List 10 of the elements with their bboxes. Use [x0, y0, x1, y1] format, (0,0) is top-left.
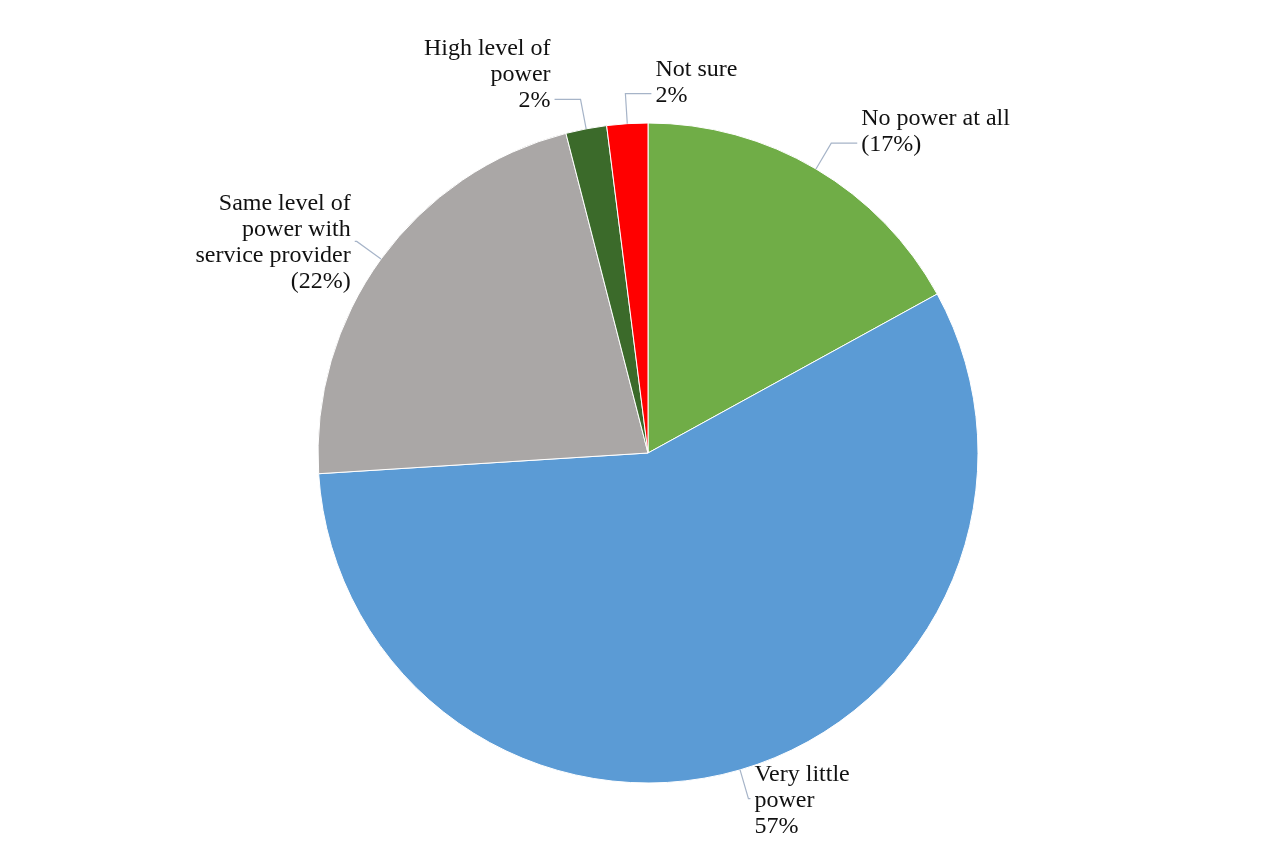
- slice-label: No power at all: [861, 104, 1011, 131]
- slice-label: Same level of power with service provider: [195, 189, 351, 268]
- data-label: 2%: [655, 80, 688, 107]
- data-label: 57%: [754, 811, 799, 838]
- data-label: (22%): [290, 267, 351, 294]
- data-label: 2%: [518, 86, 551, 113]
- slice-label: Not sure: [655, 54, 738, 81]
- slice-label: Very little power: [754, 759, 850, 812]
- slice-label: High level of power: [423, 34, 551, 87]
- data-label: (17%): [861, 130, 922, 157]
